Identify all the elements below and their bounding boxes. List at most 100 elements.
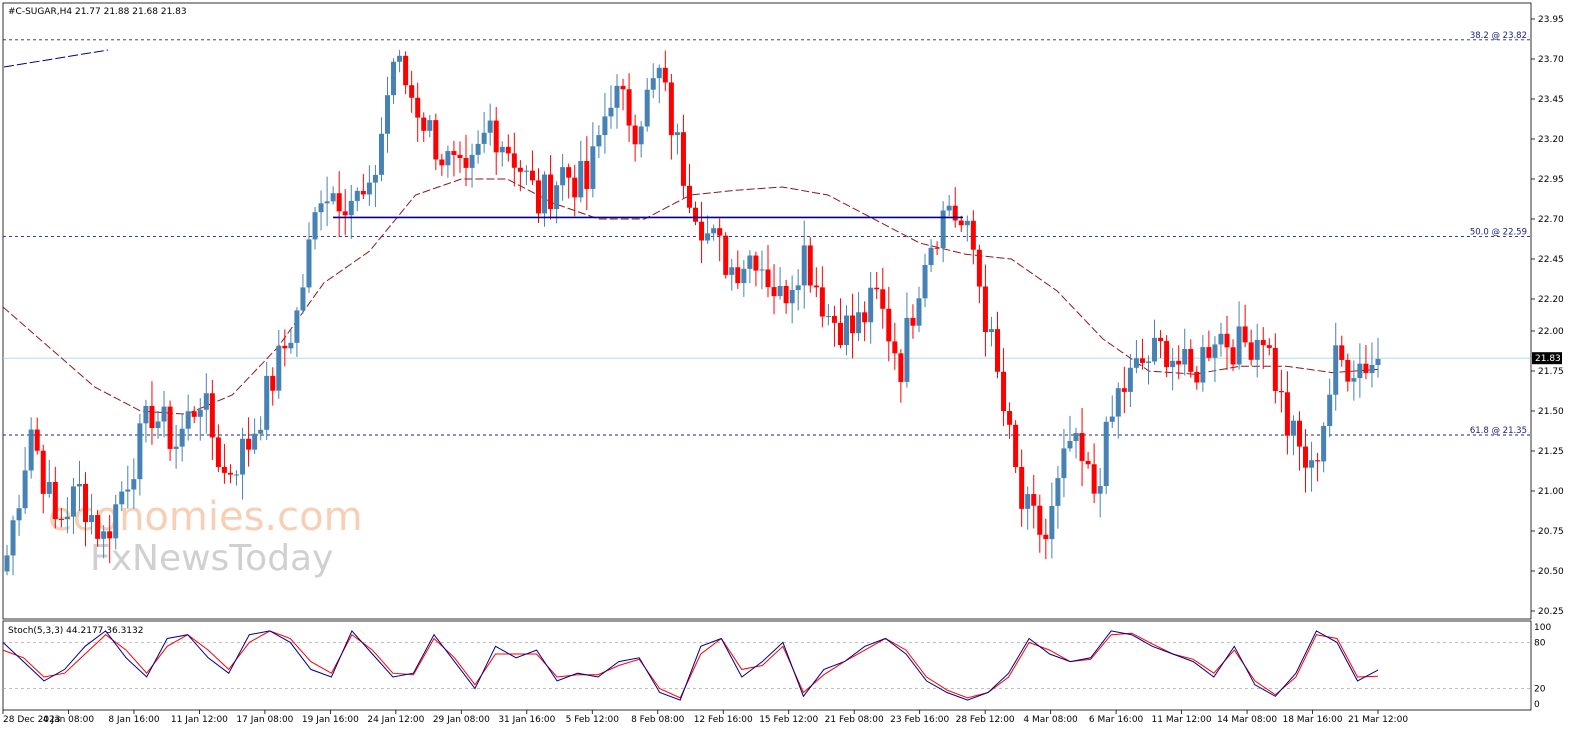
time-tick-label: 12 Feb 16:00	[694, 715, 753, 725]
candle-body	[463, 158, 469, 168]
candle-body	[1248, 342, 1254, 360]
candle-body	[1272, 347, 1278, 391]
candle-body	[644, 89, 650, 127]
current-price-label: 21.83	[1535, 354, 1561, 364]
candle-body	[83, 483, 89, 522]
price-tick-label: 23.20	[1538, 135, 1564, 145]
candle-body	[499, 146, 505, 153]
candle-body	[535, 180, 541, 214]
candle-body	[1200, 347, 1206, 383]
candle-body	[34, 429, 40, 451]
price-tick-label: 23.45	[1538, 95, 1564, 105]
candle-body	[1224, 333, 1230, 348]
time-tick-label: 11 Jan 12:00	[171, 715, 228, 725]
candle-body	[874, 287, 880, 290]
candle-body	[1284, 392, 1290, 436]
price-tick-label: 22.00	[1538, 327, 1564, 337]
candle-body	[155, 421, 161, 428]
candle-body	[306, 239, 312, 288]
candle-body	[330, 193, 336, 202]
candle-body	[64, 516, 70, 519]
candle-body	[336, 193, 342, 212]
time-tick-label: 21 Mar 12:00	[1348, 715, 1408, 725]
fib-level-label: 50.0 @ 22.59	[1470, 228, 1527, 238]
candle-body	[1351, 378, 1357, 382]
price-tick-label: 22.45	[1538, 255, 1564, 265]
time-tick-label: 5 Feb 12:00	[566, 715, 620, 725]
candle-body	[89, 515, 95, 522]
symbol-title: #C-SUGAR,H4 21.77 21.88 21.68 21.83	[8, 7, 187, 17]
candle-body	[22, 470, 28, 509]
candle-body	[747, 255, 753, 269]
candle-body	[699, 221, 705, 241]
candle-body	[1139, 358, 1145, 363]
candle-body	[1260, 339, 1266, 346]
candle-body	[717, 228, 723, 236]
main-plot-frame	[2, 2, 1532, 620]
candle-body	[511, 153, 517, 168]
candle-body	[397, 55, 403, 62]
candle-body	[421, 117, 427, 131]
time-tick-label: 28 Dec 2023	[3, 715, 61, 725]
candle-body	[1031, 494, 1037, 506]
candle-body	[952, 205, 958, 221]
candle-body	[988, 329, 994, 333]
candle-body	[608, 107, 614, 117]
time-tick-label: 8 Jan 16:00	[108, 715, 160, 725]
candle-body	[1345, 359, 1351, 382]
candle-body	[46, 482, 52, 494]
time-tick-label: 31 Jan 16:00	[498, 715, 555, 725]
candle-body	[862, 312, 868, 323]
candle-body	[294, 310, 300, 343]
candle-body	[191, 411, 197, 417]
candle-body	[107, 531, 113, 539]
candle-body	[783, 285, 789, 304]
fibonacci-levels: 38.2 @ 23.82 50.0 @ 22.59 61.8 @ 21.35 21.8…	[3, 31, 1562, 436]
candle-body	[741, 268, 747, 284]
candle-body	[596, 135, 602, 147]
candle-body	[1103, 421, 1109, 487]
candle-body	[982, 286, 988, 333]
candle-body	[1369, 364, 1375, 373]
candle-body	[1061, 448, 1067, 479]
candle-body	[246, 438, 252, 450]
price-tick-label: 20.25	[1538, 607, 1564, 617]
candle-body	[1145, 361, 1151, 363]
candle-body	[1019, 467, 1025, 509]
candle-body	[1339, 345, 1345, 360]
time-tick-label: 8 Feb 08:00	[631, 715, 685, 725]
candle-body	[185, 411, 191, 429]
candle-body	[161, 406, 167, 422]
price-tick-label: 21.00	[1538, 487, 1564, 497]
candle-body	[1242, 326, 1248, 343]
candle-body	[16, 508, 22, 521]
candle-body	[1278, 390, 1284, 393]
trend-segment[interactable]	[3, 49, 109, 68]
candle-body	[554, 185, 560, 210]
candle-body	[904, 317, 910, 382]
candle-body	[934, 247, 940, 249]
candle-body	[384, 95, 390, 134]
stoch-axis-label: 0	[1534, 700, 1540, 710]
candle-body	[149, 405, 155, 428]
candle-body	[856, 312, 862, 334]
candle-body	[632, 125, 638, 145]
candle-body	[1206, 347, 1212, 358]
candle-body	[964, 220, 970, 226]
candle-body	[360, 190, 366, 195]
candle-body	[880, 289, 886, 309]
candle-body	[10, 520, 16, 556]
candle-body	[173, 446, 179, 449]
time-tick-label: 18 Mar 16:00	[1282, 715, 1342, 725]
candle-body	[101, 531, 107, 539]
candle-body	[807, 245, 813, 286]
candle-body	[209, 393, 215, 438]
candle-body	[1290, 420, 1296, 436]
candle-body	[680, 132, 686, 186]
candle-body	[765, 269, 771, 288]
candle-body	[1127, 367, 1133, 392]
candle-body	[1303, 446, 1309, 468]
candle-body	[789, 290, 795, 304]
candle-body	[759, 269, 765, 271]
